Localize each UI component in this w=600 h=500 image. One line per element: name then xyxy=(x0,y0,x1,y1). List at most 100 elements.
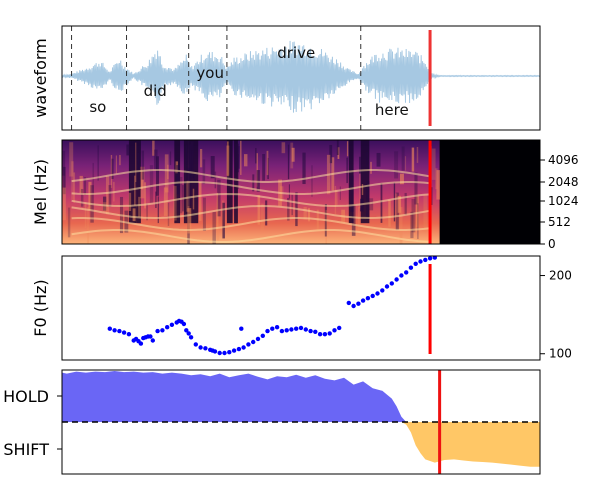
mel-texture xyxy=(80,188,84,207)
mel-harmonic xyxy=(71,169,431,183)
mel-texture xyxy=(311,165,313,197)
mel-texture xyxy=(394,151,399,179)
f0-point xyxy=(255,336,261,342)
mel-texture xyxy=(404,156,407,171)
f0-point xyxy=(239,326,244,331)
mel-texture xyxy=(416,146,419,163)
f0-point xyxy=(289,327,294,332)
f0-point xyxy=(394,277,399,282)
mel-texture xyxy=(202,197,206,231)
mel-texture xyxy=(135,142,137,182)
mel-texture xyxy=(226,141,229,177)
mel-texture xyxy=(88,181,92,210)
f0-plot xyxy=(107,256,437,356)
f0-point xyxy=(418,259,423,264)
mel-texture xyxy=(435,168,438,190)
mel-texture xyxy=(167,164,169,180)
mel-texture xyxy=(226,145,230,176)
waveform-plot: so did you drive here xyxy=(62,26,540,130)
mel-gap xyxy=(234,140,238,224)
f0-point xyxy=(351,303,356,309)
f0-point xyxy=(107,326,113,331)
mel-texture xyxy=(103,202,107,213)
waveform-trace xyxy=(62,40,540,113)
mel-texture xyxy=(186,180,190,212)
mel-texture xyxy=(173,185,177,221)
f0-point xyxy=(298,325,304,331)
turn-ytick-label: HOLD xyxy=(3,387,49,406)
mel-texture xyxy=(399,173,404,185)
mel-texture xyxy=(164,154,169,193)
mel-texture xyxy=(281,142,286,154)
mel-texture xyxy=(303,206,307,220)
mel-texture xyxy=(260,203,264,231)
mel-texture xyxy=(84,202,87,229)
mel-texture xyxy=(411,198,416,233)
mel-texture xyxy=(287,144,290,180)
f0-point xyxy=(327,331,332,336)
mel-texture xyxy=(134,175,136,206)
mel-texture xyxy=(376,152,381,167)
mel-ylabel: Mel (Hz) xyxy=(31,159,50,225)
word-label: here xyxy=(375,101,409,119)
mel-texture xyxy=(210,156,215,179)
mel-texture xyxy=(252,174,255,192)
mel-texture xyxy=(366,180,370,220)
mel-texture xyxy=(191,150,193,171)
f0-ytick-label: 100 xyxy=(549,347,572,361)
mel-texture xyxy=(291,147,295,162)
f0-point xyxy=(404,270,409,275)
mel-texture xyxy=(395,192,399,231)
f0-point xyxy=(241,345,246,350)
mel-ytick-label: 2048 xyxy=(548,175,579,189)
mel-texture xyxy=(190,141,194,179)
f0-point xyxy=(332,328,337,333)
mel-texture xyxy=(128,192,132,211)
mel-gap xyxy=(128,140,137,224)
mel-texture xyxy=(366,151,368,166)
mel-texture xyxy=(430,187,433,205)
f0-point xyxy=(423,257,428,263)
mel-texture xyxy=(346,157,348,184)
f0-point xyxy=(246,342,251,347)
f0-point xyxy=(308,328,313,334)
mel-texture xyxy=(87,207,89,244)
mel-harmonic xyxy=(71,204,431,220)
mel-texture xyxy=(336,140,339,156)
mel-texture xyxy=(395,193,398,217)
mel-texture xyxy=(431,148,436,180)
mel-texture xyxy=(108,185,112,207)
f0-point xyxy=(160,328,165,333)
mel-texture xyxy=(193,172,195,183)
mel-texture xyxy=(359,173,361,209)
mel-texture xyxy=(176,165,180,195)
word-label: did xyxy=(144,82,167,100)
mel-texture xyxy=(257,195,261,225)
f0-point xyxy=(165,325,170,330)
mel-texture xyxy=(192,188,195,210)
f0-panel: F0 (Hz) 100 200 xyxy=(31,255,572,361)
mel-texture xyxy=(417,203,419,239)
mel-texture xyxy=(288,184,290,199)
f0-point xyxy=(227,350,232,355)
f0-point xyxy=(126,332,132,337)
f0-point xyxy=(236,346,242,352)
f0-point xyxy=(432,256,437,260)
mel-texture xyxy=(62,150,66,176)
mel-texture xyxy=(146,203,148,221)
mel-texture xyxy=(436,170,440,200)
f0-point xyxy=(317,332,323,337)
mel-texture xyxy=(240,140,242,175)
mel-texture xyxy=(73,172,76,203)
mel-ytick-label: 512 xyxy=(548,215,571,229)
mel-texture xyxy=(97,145,99,181)
mel-texture xyxy=(198,182,202,221)
waveform-ylabel: waveform xyxy=(31,38,50,118)
mel-texture xyxy=(243,154,248,167)
f0-point xyxy=(212,349,218,354)
f0-point xyxy=(346,300,351,306)
shift-area xyxy=(62,422,540,467)
mel-texture xyxy=(67,207,71,238)
turn-frame xyxy=(61,369,541,475)
